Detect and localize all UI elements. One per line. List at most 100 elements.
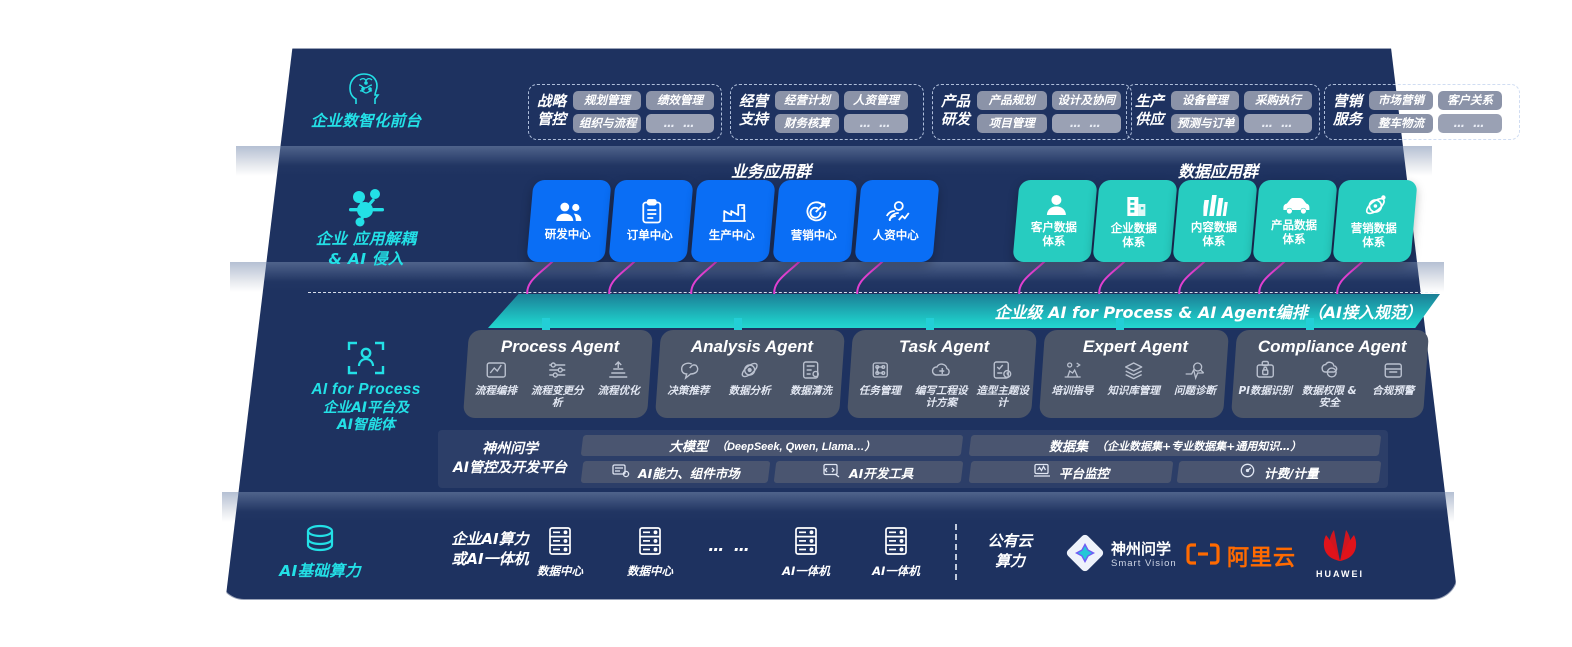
shield-cloud-icon: [1318, 360, 1340, 384]
rail-label-ai-process-line1: AI for Process: [311, 381, 421, 398]
agent-item[interactable]: 任务管理: [849, 360, 910, 409]
data-apps-heading: 数据应用群: [1178, 162, 1259, 181]
platform-monitor-label: 平台监控: [1058, 465, 1109, 481]
top-cell[interactable]: 客户关系: [1438, 90, 1502, 110]
data-card-customer[interactable]: 客户数据 体系: [1012, 180, 1098, 262]
top-cell-more[interactable]: … …: [1438, 114, 1502, 134]
data-card-product[interactable]: 产品数据 体系: [1252, 180, 1338, 262]
dataset-bar[interactable]: 数据集 （企业数据集+专业数据集+通用知识…）: [968, 435, 1382, 456]
top-cell[interactable]: 绩效管理: [646, 90, 714, 110]
billing-bar[interactable]: 计费/计量: [1176, 461, 1382, 483]
top-cell[interactable]: 组织与流程: [573, 114, 641, 134]
agent-item[interactable]: 数据清洗: [780, 360, 841, 398]
agent-item[interactable]: 数据分析: [719, 360, 780, 398]
llm-bar[interactable]: 大模型 （DeepSeek, Qwen, Llama…）: [580, 435, 964, 456]
agent-item-label: 流程变更分析: [530, 384, 584, 409]
agent-card-compliance[interactable]: Compliance Agent PI数据识别 数据权限 & 安全 合规预警: [1230, 330, 1430, 418]
app-card-label: 营销中心: [790, 228, 837, 243]
database-icon: [230, 518, 410, 562]
agent-item[interactable]: 问题诊断: [1164, 360, 1225, 398]
top-group-1-cells: 经营计划 人资管理 财务核算 … …: [775, 90, 908, 134]
ai-devtool-bar[interactable]: AI开发工具: [773, 461, 964, 483]
agent-card-process[interactable]: Process Agent 流程编排 流程变更分析 流程优化: [462, 330, 654, 418]
agent-item[interactable]: PI数据识别: [1233, 360, 1297, 409]
top-cell[interactable]: 设备管理: [1171, 90, 1239, 110]
top-cell[interactable]: 人资管理: [844, 90, 908, 110]
top-cell[interactable]: 产品规划: [977, 90, 1047, 110]
top-cell[interactable]: 整车物流: [1369, 114, 1433, 134]
agent-item[interactable]: 知识库管理: [1103, 360, 1164, 398]
top-cell[interactable]: 设计及协同: [1051, 90, 1121, 110]
top-cell[interactable]: 预测与订单: [1171, 114, 1239, 134]
ai-market-bar[interactable]: AI能力、组件市场: [580, 461, 771, 483]
agent-item[interactable]: 编写工程设计方案: [911, 360, 972, 409]
huawei-logo: [1312, 528, 1368, 567]
app-card-rnd[interactable]: 研发中心: [526, 180, 612, 262]
platform-monitor-bar[interactable]: 平台监控: [968, 461, 1174, 483]
infra-ellipsis: … …: [708, 536, 752, 555]
atom-analysis-icon: [739, 360, 761, 384]
ai-platform-strip: 神州问学 AI管控及开发平台 大模型 （DeepSeek, Qwen, Llam…: [438, 430, 1388, 488]
top-cell[interactable]: 市场营销: [1369, 90, 1433, 110]
agent-item[interactable]: 流程优化: [588, 360, 649, 409]
infra-node-ai-1[interactable]: AI一体机: [766, 526, 846, 579]
factory-icon: [720, 200, 747, 225]
layers-icon: [1123, 360, 1145, 384]
agent-card-expert[interactable]: Expert Agent 培训指导 知识库管理 问题诊断: [1038, 330, 1230, 418]
agent-name: Analysis Agent: [690, 337, 813, 356]
top-cell[interactable]: 项目管理: [977, 114, 1047, 134]
top-cell-more[interactable]: … …: [1051, 114, 1121, 134]
agent-item-label: 流程优化: [597, 384, 640, 397]
agent-card-task[interactable]: Task Agent 任务管理 编写工程设计方案 造型主题设计: [846, 330, 1038, 418]
app-card-production[interactable]: 生产中心: [690, 180, 776, 262]
public-cloud-label: 公有云 算力: [987, 532, 1033, 570]
infra-node-dc-2[interactable]: 数据中心: [610, 526, 690, 579]
rail-label-front-text: 企业数智化前台: [310, 112, 422, 130]
top-cell-more[interactable]: … …: [646, 114, 714, 134]
top-group-2[interactable]: 产品 研发 产品规划 设计及协同 项目管理 … …: [932, 84, 1132, 140]
agent-item[interactable]: 流程变更分析: [527, 360, 588, 409]
top-group-3[interactable]: 生产 供应 设备管理 采购执行 预测与订单 … …: [1126, 84, 1320, 140]
rail-label-compute-text: AI基础算力: [279, 562, 361, 580]
top-group-4[interactable]: 营销 服务 市场营销 客户关系 整车物流 … …: [1324, 84, 1520, 140]
data-card-content[interactable]: 内容数据 体系: [1172, 180, 1258, 262]
agent-item[interactable]: 合规预警: [1361, 360, 1425, 409]
business-apps-heading: 业务应用群: [731, 162, 812, 181]
top-cell-more[interactable]: … …: [1244, 114, 1312, 134]
app-card-label: 生产中心: [708, 227, 755, 242]
agent-items: 任务管理 编写工程设计方案 造型主题设计: [849, 360, 1033, 409]
agent-items: 培训指导 知识库管理 问题诊断: [1042, 360, 1226, 398]
app-card-hr[interactable]: 人资中心: [854, 180, 940, 262]
data-card-marketing[interactable]: 营销数据 体系: [1332, 180, 1418, 262]
infra-node-ai-2[interactable]: AI一体机: [856, 526, 936, 579]
top-cell[interactable]: 采购执行: [1244, 90, 1312, 110]
agent-item[interactable]: 数据权限 & 安全: [1297, 360, 1361, 409]
top-group-3-cells: 设备管理 采购执行 预测与订单 … …: [1171, 90, 1312, 134]
agent-item[interactable]: 流程编排: [465, 360, 526, 409]
top-cell-more[interactable]: … …: [844, 114, 908, 134]
data-card-enterprise[interactable]: 企业数据 体系: [1092, 180, 1178, 262]
vendor-smartvision[interactable]: 神州问学 Smart Vision: [1066, 534, 1177, 577]
agent-item[interactable]: 造型主题设计: [972, 360, 1033, 409]
app-card-marketing[interactable]: 营销中心: [772, 180, 858, 262]
agent-item-label: 任务管理: [858, 384, 901, 397]
top-group-2-title: 产品 研发: [941, 94, 970, 128]
top-group-0[interactable]: 战略 管控 规划管理 绩效管理 组织与流程 … …: [528, 84, 722, 140]
ai-market-label: AI能力、组件市场: [637, 465, 740, 481]
rail-label-decouple: 企业 应用解耦 & AI 侵入: [276, 186, 456, 269]
top-cell[interactable]: 财务核算: [775, 114, 839, 134]
vendor-huawei[interactable]: HUAWEI: [1312, 528, 1368, 579]
rail-label-ai-process-line3: AI智能体: [336, 417, 396, 434]
agent-item[interactable]: 培训指导: [1042, 360, 1103, 398]
top-cell[interactable]: 经营计划: [775, 90, 839, 110]
agent-item[interactable]: 决策推荐: [658, 360, 719, 398]
top-group-0-title: 战略 管控: [537, 94, 566, 128]
top-group-1[interactable]: 经营 支持 经营计划 人资管理 财务核算 … …: [730, 84, 924, 140]
infra-node-dc-1[interactable]: 数据中心: [520, 526, 600, 579]
app-card-order[interactable]: 订单中心: [608, 180, 694, 262]
top-cell[interactable]: 规划管理: [573, 90, 641, 110]
vendor-aliyun[interactable]: 阿里云: [1186, 540, 1296, 572]
infra-node-label: AI一体机: [872, 564, 920, 578]
agent-card-analysis[interactable]: Analysis Agent 决策推荐 数据分析 数据清洗: [654, 330, 846, 418]
top-group-4-cells: 市场营销 客户关系 整车物流 … …: [1369, 90, 1502, 134]
